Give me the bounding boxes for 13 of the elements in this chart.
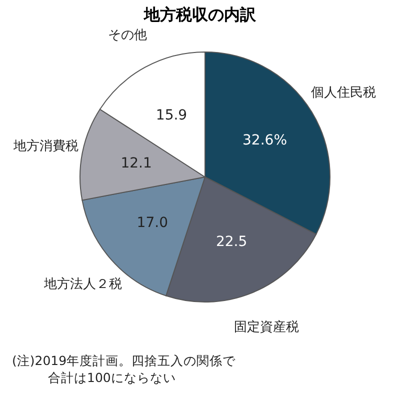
- data-label: 22.5: [216, 234, 248, 250]
- slice-label: 個人住民税: [310, 86, 376, 101]
- slice-label: その他: [108, 28, 147, 43]
- chart-title: 地方税収の内訳: [143, 4, 257, 24]
- data-label: 12.1: [120, 156, 152, 172]
- slice-label: 固定資産税: [234, 318, 299, 335]
- slice-label: 地方法人２税: [43, 276, 122, 292]
- slice-label: 地方消費税: [12, 138, 79, 154]
- text: 合計は100にならない: [48, 370, 176, 385]
- data-label: 15.9: [156, 108, 188, 124]
- data-label: 32.6%: [242, 132, 288, 149]
- text: (注)2019年度計画。四捨五入の関係で: [12, 353, 237, 368]
- data-label: 17.0: [136, 215, 168, 232]
